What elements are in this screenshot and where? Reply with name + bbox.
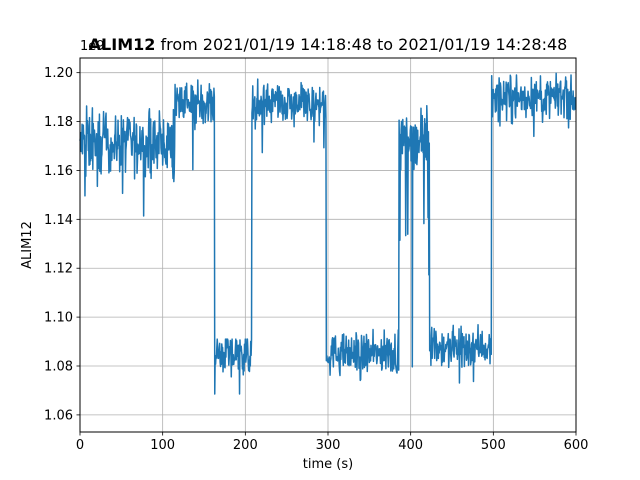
x-tick-label: 600 (564, 438, 589, 453)
y-tick-label: 1.08 (44, 360, 73, 375)
y-tick-label: 1.20 (44, 66, 73, 81)
x-axis-label: time (s) (303, 457, 353, 472)
y-tick-label: 1.18 (44, 115, 73, 130)
chart-title: ALIM12 from 2021/01/19 14:18:48 to 2021/… (89, 35, 568, 54)
y-tick-label: 1.10 (44, 311, 73, 326)
y-axis-ticks: 1.06 1.08 1.10 1.12 1.14 1.16 1.18 1.20 (44, 66, 80, 423)
y-axis-label: ALIM12 (20, 221, 35, 269)
y-tick-label: 1.12 (44, 262, 73, 277)
series-line-0 (79, 72, 577, 395)
y-offset-text: 1e9 (80, 39, 105, 54)
chart-title-bold: ALIM12 (89, 35, 156, 54)
grid (79, 58, 577, 432)
y-tick-label: 1.16 (44, 164, 73, 179)
x-axis-ticks: 0 100 200 300 400 500 600 (76, 432, 589, 453)
x-tick-label: 300 (316, 438, 341, 453)
y-tick-label: 1.14 (44, 213, 73, 228)
x-tick-label: 0 (76, 438, 84, 453)
x-tick-label: 500 (481, 438, 506, 453)
series-line-group (79, 72, 577, 395)
y-tick-label: 1.06 (44, 408, 73, 423)
x-tick-label: 200 (233, 438, 258, 453)
x-tick-label: 100 (150, 438, 175, 453)
x-tick-label: 400 (398, 438, 423, 453)
chart-title-rest: from 2021/01/19 14:18:48 to 2021/01/19 1… (155, 35, 567, 54)
